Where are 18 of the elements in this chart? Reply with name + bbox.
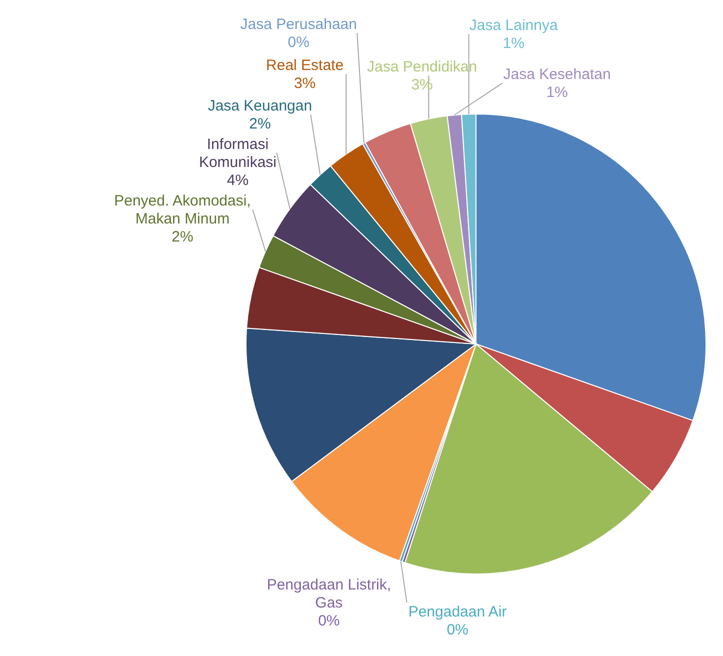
slice-label: Jasa Keuangan xyxy=(208,98,312,115)
slice-label: Pengadaan Air xyxy=(408,604,507,621)
data-label: 1% xyxy=(502,35,524,52)
slice-label: Pengadaan Listrik, Gas xyxy=(266,576,392,612)
slice-label: Jasa Kesehatan xyxy=(503,66,611,84)
data-label: 0% xyxy=(446,622,468,639)
slice-label: Real Estate xyxy=(266,57,344,74)
slice-label: Jasa Perusahaan xyxy=(240,16,357,33)
data-label: 0% xyxy=(288,34,310,51)
data-label: 2% xyxy=(172,228,194,246)
data-label: 1% xyxy=(546,84,568,102)
slice-label: Penyed. Akomodasi, Makan Minum xyxy=(114,192,251,228)
data-label: 0% xyxy=(318,612,340,630)
data-label: 4% xyxy=(226,172,249,189)
slice-label: Informasi Komunikasi xyxy=(198,136,277,171)
data-label: 3% xyxy=(294,75,316,92)
data-label: 2% xyxy=(249,116,271,133)
slice-label: Jasa Lainnya xyxy=(469,17,558,34)
